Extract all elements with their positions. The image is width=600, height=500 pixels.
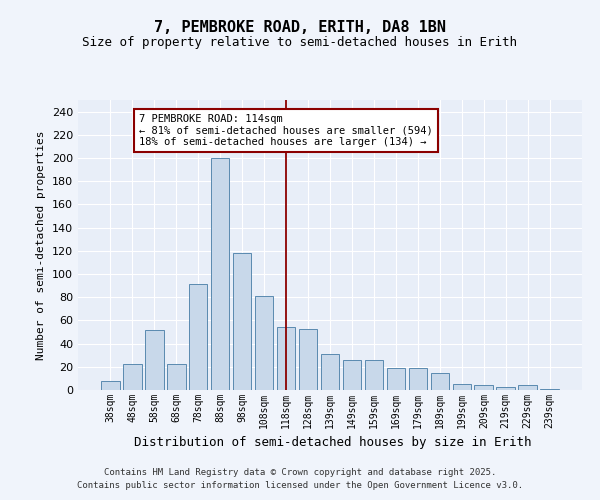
Bar [475, 386, 493, 390]
Y-axis label: Number of semi-detached properties: Number of semi-detached properties [37, 130, 46, 360]
Bar [277, 328, 295, 390]
Bar [233, 253, 251, 390]
Text: Contains HM Land Registry data © Crown copyright and database right 2025.: Contains HM Land Registry data © Crown c… [104, 468, 496, 477]
Bar [299, 328, 317, 390]
Bar [189, 284, 208, 390]
Text: 7, PEMBROKE ROAD, ERITH, DA8 1BN: 7, PEMBROKE ROAD, ERITH, DA8 1BN [154, 20, 446, 35]
Bar [167, 364, 185, 390]
Text: Distribution of semi-detached houses by size in Erith: Distribution of semi-detached houses by … [134, 436, 532, 449]
Bar [255, 296, 274, 390]
Bar [211, 158, 229, 390]
Bar [452, 384, 471, 390]
Bar [123, 364, 142, 390]
Bar [496, 386, 515, 390]
Bar [145, 330, 164, 390]
Bar [541, 389, 559, 390]
Bar [365, 360, 383, 390]
Bar [320, 354, 340, 390]
Bar [101, 380, 119, 390]
Bar [343, 360, 361, 390]
Bar [386, 368, 405, 390]
Text: Contains public sector information licensed under the Open Government Licence v3: Contains public sector information licen… [77, 482, 523, 490]
Bar [409, 368, 427, 390]
Text: 7 PEMBROKE ROAD: 114sqm
← 81% of semi-detached houses are smaller (594)
18% of s: 7 PEMBROKE ROAD: 114sqm ← 81% of semi-de… [139, 114, 433, 147]
Bar [518, 386, 537, 390]
Bar [431, 372, 449, 390]
Text: Size of property relative to semi-detached houses in Erith: Size of property relative to semi-detach… [83, 36, 517, 49]
